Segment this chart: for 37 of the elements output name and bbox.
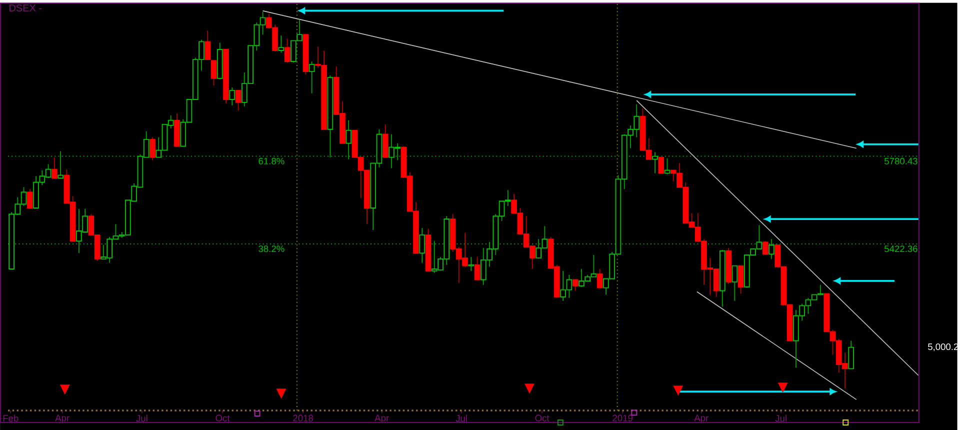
candlestick	[848, 340, 854, 369]
candlestick	[26, 188, 33, 208]
candlestick	[658, 156, 664, 174]
candlestick	[229, 86, 236, 106]
x-tick-label: Oct	[535, 414, 550, 422]
candlestick	[278, 34, 284, 53]
candlestick	[596, 268, 603, 288]
x-tick-label: 2018	[293, 414, 313, 422]
candlestick	[732, 265, 738, 302]
x-tick-label: Jul	[775, 414, 786, 422]
candlestick	[382, 124, 388, 158]
x-tick-label: Oct	[216, 414, 230, 422]
candlestick	[210, 60, 217, 86]
candlestick	[284, 38, 290, 63]
candlestick	[52, 156, 58, 180]
candlestick	[572, 279, 578, 292]
candlestick	[738, 265, 744, 294]
x-tick-label: Jul	[136, 414, 148, 422]
candlestick	[474, 256, 480, 280]
ref-line-label: 5780.43	[884, 158, 918, 164]
x-tick-label: Apr	[694, 414, 708, 423]
candlestick	[468, 256, 474, 272]
candlestick	[308, 60, 315, 94]
candlestick	[204, 30, 211, 60]
x-tick-label: Feb	[3, 414, 18, 422]
x-tick-label: Apr	[55, 414, 70, 423]
annotation: 38.2%	[258, 245, 284, 252]
annotation: 61.8%	[258, 158, 284, 164]
ref-line-label: 5422.36	[884, 245, 918, 252]
candlestick	[762, 240, 768, 256]
candlestick	[150, 136, 156, 160]
x-tick-label: Apr	[374, 414, 389, 423]
candlestick	[235, 90, 242, 111]
text: 5,000.2	[928, 343, 958, 351]
chart-title: DSEX -	[10, 4, 42, 12]
x-tick-label: Jul	[456, 414, 467, 422]
x-tick-label: 2019	[612, 414, 633, 422]
